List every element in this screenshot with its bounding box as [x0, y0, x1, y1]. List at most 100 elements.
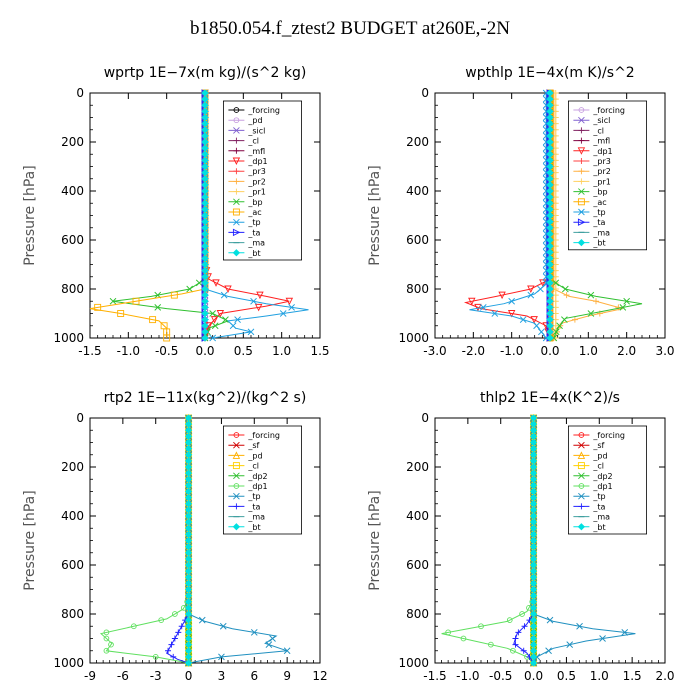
y-tick-label: 600: [61, 233, 84, 247]
legend-marker: [577, 198, 585, 206]
panel-title: thlp2 1E−4x(K^2)/s: [480, 390, 620, 406]
legend-label: _ma: [247, 513, 265, 522]
series-pr2-point: [593, 298, 599, 305]
series-bp-point: [623, 297, 630, 305]
x-tick-label: 9: [283, 669, 291, 683]
y-axis-label: Pressure [hPa]: [22, 490, 38, 590]
series-ta-point: [512, 635, 519, 642]
legend-marker: [578, 483, 585, 489]
series-ta-point: [168, 641, 175, 648]
series-tp-point: [576, 622, 583, 630]
legend-marker: [232, 462, 240, 470]
series-tp-point: [198, 616, 206, 624]
legend-label: _ma: [592, 513, 610, 522]
chart-panel-4: thlp2 1E−4x(K^2)/s Pressure [hPa] -1.5 -1.0…: [367, 390, 675, 683]
legend-label: _dp1: [247, 482, 267, 491]
legend-marker: [578, 137, 585, 144]
chart-panel-1: wprtp 1E−7x(m kg)/(s^2 kg) Pressure [hPa]…: [22, 65, 330, 358]
y-tick-label: 200: [406, 460, 429, 474]
series-bp-point: [154, 304, 162, 311]
y-tick-label: 1000: [398, 656, 429, 670]
series-tp-point: [219, 622, 227, 630]
series-ta-point: [171, 635, 178, 642]
legend-marker: [232, 523, 241, 531]
legend-label: _bt: [592, 523, 605, 532]
series-pr2-line: [553, 93, 623, 339]
legend-marker: [577, 218, 586, 226]
y-axis-label: Pressure [hPa]: [367, 165, 383, 265]
series-dp1-point: [212, 279, 220, 287]
legend-marker: [233, 137, 240, 144]
series-dp1-point: [256, 291, 264, 300]
x-tick-label: 1.5: [310, 344, 329, 358]
legend-label: _mfl: [247, 147, 265, 156]
legend-marker: [578, 472, 585, 480]
series-dp1-point: [488, 641, 494, 648]
series-dp1-point: [445, 629, 451, 636]
legend-marker: [578, 503, 585, 510]
series-ta-point: [175, 629, 182, 636]
legend-label: _tp: [247, 492, 260, 501]
legend-label: _tp: [592, 208, 605, 217]
legend-label: _ta: [247, 228, 260, 237]
y-tick-label: 400: [61, 184, 84, 198]
legend-label: _ta: [247, 502, 260, 511]
legend-label: _dp1: [592, 482, 612, 491]
y-tick-label: 800: [61, 282, 84, 296]
legend-marker: [233, 188, 240, 195]
series-tp-line: [469, 93, 547, 339]
x-tick-label: 0.5: [557, 669, 576, 683]
y-tick-label: 0: [76, 86, 84, 100]
series-dp1-point: [530, 316, 538, 324]
y-tick-label: 400: [406, 509, 429, 523]
series-dp1-point: [172, 611, 178, 617]
series-bp-point: [109, 297, 117, 305]
series-dp1-point: [478, 623, 484, 630]
series-dp1-point: [108, 641, 114, 648]
legend-label: _pr3: [592, 157, 610, 166]
series-dp1-point: [216, 310, 225, 318]
legend-marker: [232, 157, 241, 166]
series-tp-point: [621, 629, 629, 636]
series-bp-point: [587, 291, 595, 299]
series-tp-point: [229, 322, 237, 330]
series-bt-point: [546, 334, 554, 342]
x-tick-label: -0.5: [155, 344, 178, 358]
legend-label: _pr2: [247, 177, 265, 186]
y-tick-label: 200: [406, 135, 429, 149]
legend-marker: [233, 472, 240, 480]
x-tick-label: 2.0: [617, 344, 636, 358]
y-tick-label: 200: [61, 135, 84, 149]
series-pr2-point: [563, 292, 570, 299]
x-tick-label: -2.0: [462, 344, 485, 358]
legend-marker: [233, 198, 240, 206]
x-tick-label: -1.5: [78, 344, 101, 358]
legend-marker: [233, 503, 240, 510]
series-dp1-line: [99, 418, 190, 664]
legend-label: _pr1: [592, 177, 610, 186]
series-ac-point: [117, 310, 125, 317]
series-bp-point: [587, 310, 595, 317]
series-dp1-point: [527, 285, 535, 294]
series-ac-point: [132, 297, 140, 305]
y-tick-label: 400: [61, 509, 84, 523]
series-bp-point: [561, 316, 568, 323]
series-tp-point: [250, 297, 257, 305]
chart-panel-2: wpthlp 1E−4x(m K)/s^2 Pressure [hPa] -3.0 -…: [367, 65, 675, 358]
y-axis-label: Pressure [hPa]: [22, 165, 38, 265]
series-tp-point: [519, 316, 527, 323]
series-dp1-point: [254, 303, 263, 312]
y-tick-label: 1000: [53, 331, 84, 345]
series-tp-point: [209, 334, 216, 342]
legend-marker: [578, 116, 585, 124]
series-tp-point: [479, 304, 487, 311]
series-dp1-point: [103, 647, 110, 654]
series-dp1-point: [507, 310, 516, 318]
legend-marker: [233, 147, 240, 154]
legend-marker: [233, 483, 240, 489]
x-tick-label: 0.5: [234, 344, 253, 358]
legend-label: _cl: [247, 137, 259, 146]
series-ta-point: [512, 641, 519, 648]
series-bp-point: [209, 310, 216, 317]
series-bp-point: [556, 322, 563, 330]
